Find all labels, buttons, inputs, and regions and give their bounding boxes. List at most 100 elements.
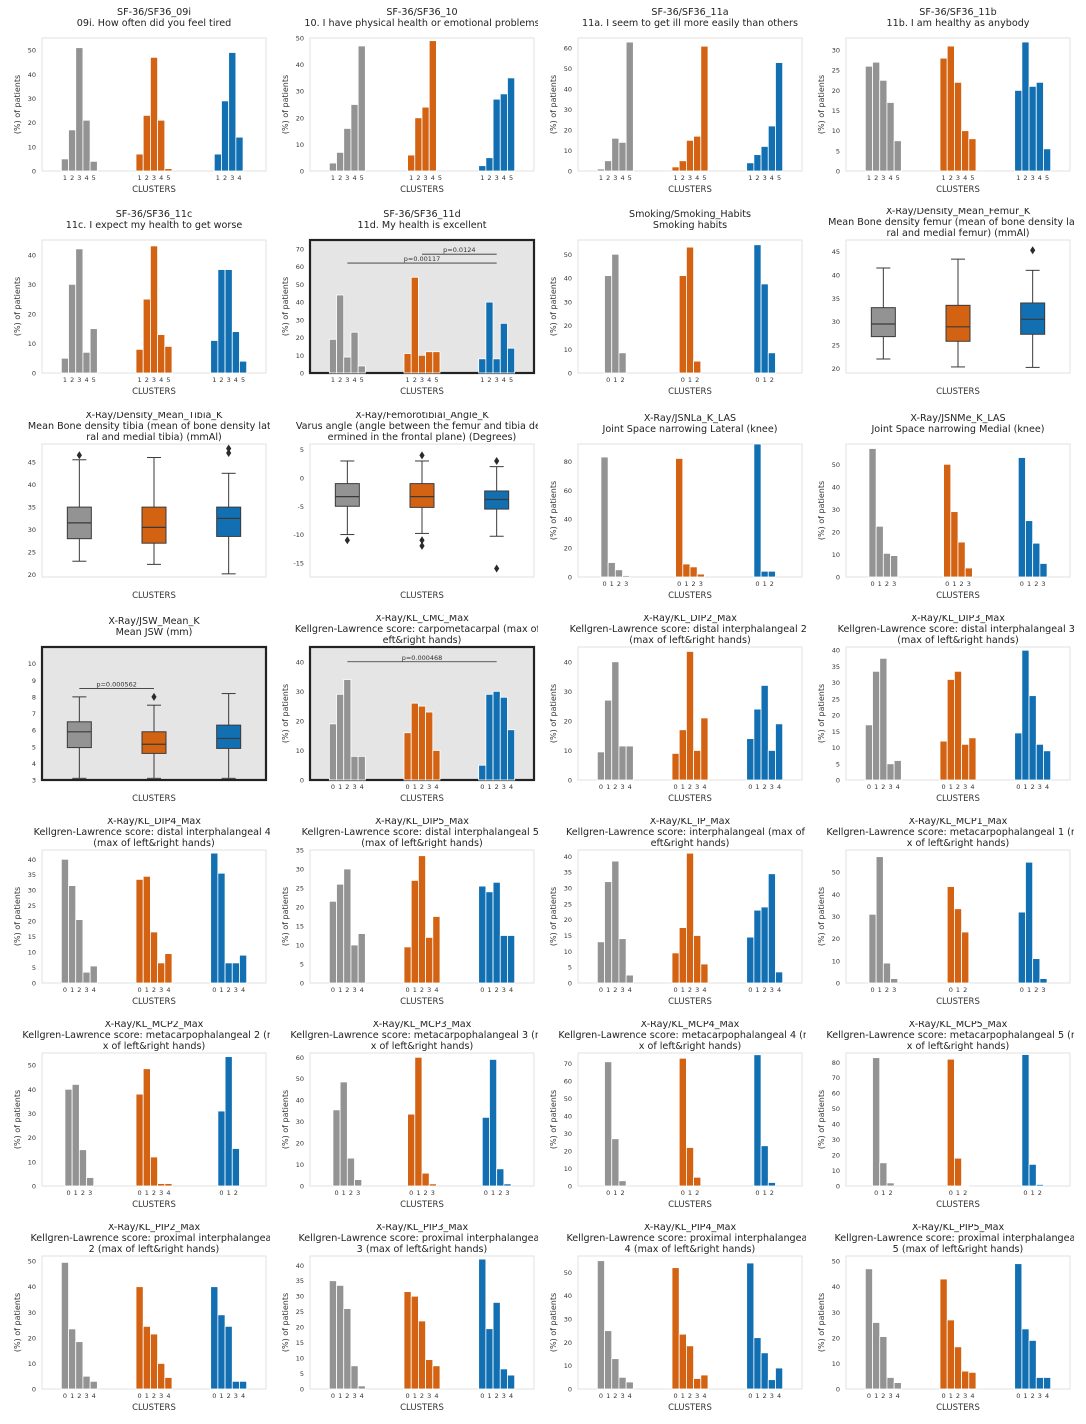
- bar: [693, 135, 702, 172]
- p-value-label: p=0.000468: [402, 654, 443, 662]
- bar: [343, 356, 352, 374]
- bar: [678, 729, 687, 781]
- bar: [604, 881, 613, 984]
- bar: [478, 165, 487, 172]
- bar: [421, 106, 430, 172]
- x-tick-label: 2: [77, 986, 81, 994]
- y-tick-label: 50: [564, 1269, 572, 1277]
- x-tick-label: 3: [424, 174, 428, 182]
- x-tick-label: 0: [406, 783, 410, 791]
- chart-subtitle-line2: x of left&right hands): [103, 1041, 206, 1052]
- x-tick-label: 3: [159, 1189, 163, 1197]
- chart-panel: X-Ray/KL_DIP2_Max Kellgren-Lawrence score…: [540, 615, 806, 815]
- x-tick-label: 2: [881, 783, 885, 791]
- bar: [767, 873, 776, 984]
- x-tick-label: 4: [888, 174, 892, 182]
- y-axis-label: (%) of patients: [281, 277, 290, 336]
- x-tick-label: 1: [606, 783, 610, 791]
- chart-title: X-Ray/JSW_Mean_K: [108, 616, 200, 627]
- y-tick-label: 30: [28, 887, 36, 895]
- x-tick-label: 0: [63, 1392, 67, 1400]
- bar: [499, 1368, 508, 1390]
- y-tick-label: 5: [568, 964, 572, 972]
- x-tick-label: 4: [434, 1392, 438, 1400]
- chart-title: SF-36/SF36_09i: [117, 7, 191, 18]
- x-tick-label: 2: [338, 174, 342, 182]
- x-tick-label: 0: [599, 783, 603, 791]
- outlier-point: [226, 449, 232, 458]
- x-tick-label: 4: [970, 783, 974, 791]
- x-tick-label: 3: [699, 580, 703, 588]
- x-tick-label: 2: [763, 986, 767, 994]
- y-tick-label: 60: [296, 263, 304, 271]
- bar: [86, 1177, 95, 1187]
- x-tick-label: 4: [963, 174, 967, 182]
- y-tick-label: 35: [564, 869, 572, 877]
- chart-title: X-Ray/Density_Mean_Tibia_K: [86, 412, 224, 421]
- x-tick-label: 0: [681, 1189, 685, 1197]
- y-axis-label: (%) of patients: [281, 1090, 290, 1149]
- bar: [239, 1380, 248, 1390]
- y-tick-label: 7: [32, 710, 36, 718]
- chart-subtitle-line2: (max of left&right hands): [93, 838, 214, 849]
- x-tick-label: 2: [1031, 783, 1035, 791]
- x-tick-label: 3: [892, 986, 896, 994]
- x-tick-label: 1: [227, 1189, 231, 1197]
- x-tick-label: 0: [406, 1392, 410, 1400]
- chart-subtitle-line2: x of left&right hands): [907, 838, 1010, 849]
- x-tick-label: 3: [152, 376, 156, 384]
- x-tick-label: 0: [138, 986, 142, 994]
- y-tick-label: 10: [832, 957, 840, 965]
- x-tick-label: 2: [963, 1189, 967, 1197]
- x-tick-label: 0: [219, 1189, 223, 1197]
- x-tick-label: 5: [166, 376, 170, 384]
- y-tick-label: 60: [564, 1078, 572, 1086]
- bar: [1021, 1054, 1030, 1187]
- y-tick-label: 40: [832, 272, 840, 280]
- x-axis-label: CLUSTERS: [132, 591, 176, 601]
- y-tick-label: 50: [296, 1075, 304, 1083]
- y-tick-label: 30: [832, 913, 840, 921]
- chart-title: X-Ray/KL_PIP5_Max: [912, 1224, 1005, 1233]
- chart-subtitle: Kellgren-Lawrence score: proximal interp…: [834, 1233, 1074, 1244]
- bar: [618, 938, 627, 984]
- bar: [231, 331, 240, 374]
- bar: [622, 575, 631, 578]
- x-tick-label: 5: [92, 376, 96, 384]
- bar: [142, 875, 151, 984]
- bar: [492, 1301, 501, 1390]
- x-tick-label: 2: [692, 580, 696, 588]
- bar: [600, 456, 609, 578]
- x-tick-label: 3: [427, 783, 431, 791]
- x-tick-label: 5: [360, 174, 364, 182]
- y-tick-label: 0: [568, 777, 572, 785]
- x-tick-label: 1: [338, 783, 342, 791]
- x-tick-label: 3: [881, 174, 885, 182]
- x-axis-label: CLUSTERS: [400, 1403, 444, 1413]
- x-tick-label: 1: [1023, 783, 1027, 791]
- x-tick-label: 2: [77, 1392, 81, 1400]
- y-tick-label: 0: [836, 574, 840, 582]
- bar: [1032, 542, 1041, 578]
- x-tick-label: 2: [1034, 580, 1038, 588]
- bar: [357, 933, 366, 984]
- x-tick-label: 3: [502, 986, 506, 994]
- y-tick-label: -5: [298, 503, 304, 511]
- bar: [953, 670, 962, 781]
- chart-panel: X-Ray/KL_MCP5_Max Kellgren-Lawrence score…: [808, 1021, 1074, 1221]
- x-tick-label: 4: [92, 986, 96, 994]
- y-tick-label: 0: [32, 1386, 36, 1394]
- y-tick-label: 0: [836, 1183, 840, 1191]
- chart-subtitle-line2: 5 (max of left&right hands): [893, 1244, 1024, 1255]
- bar: [678, 1057, 687, 1187]
- bar: [946, 679, 955, 781]
- bar: [961, 1370, 970, 1390]
- chart-panel: X-Ray/KL_PIP4_Max Kellgren-Lawrence score…: [540, 1224, 806, 1424]
- bar: [210, 1286, 219, 1390]
- bar: [775, 62, 784, 172]
- y-tick-label: 10: [28, 143, 36, 151]
- bar: [700, 1374, 709, 1390]
- x-tick-label: 5: [628, 174, 632, 182]
